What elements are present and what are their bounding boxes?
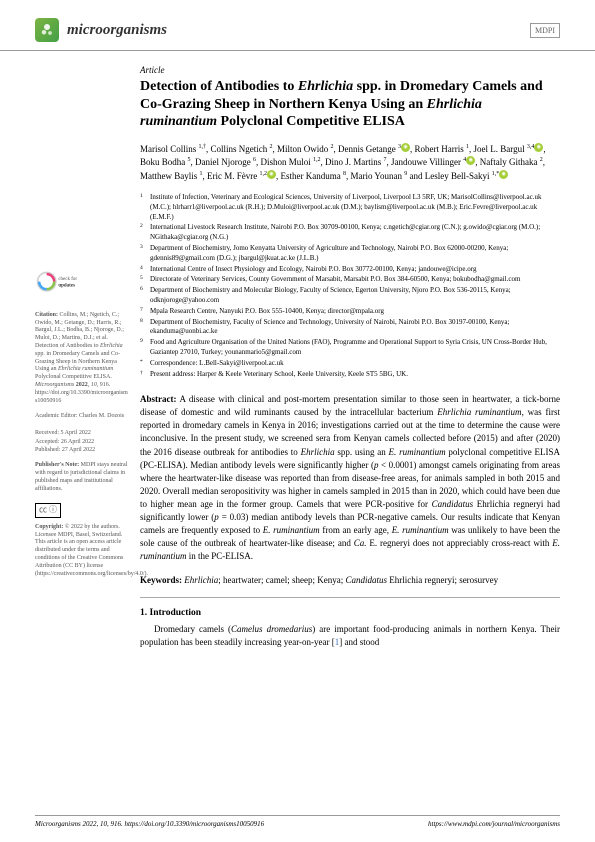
keywords: Keywords: Ehrlichia; heartwater; camel; … [140,575,560,598]
copyright-block: Copyright: © 2022 by the authors. Licens… [35,524,130,579]
editor-line: Academic Editor: Charles M. Dozois [35,413,130,421]
page-content: check for updates Citation: Collins, M.;… [0,51,595,650]
affiliation-row: 9Food and Agriculture Organisation of th… [140,338,560,358]
svg-text:updates: updates [58,284,75,289]
affiliation-row: 4International Centre of Insect Physiolo… [140,265,560,275]
authors-list: Marisol Collins 1,†, Collins Ngetich 2, … [140,143,560,184]
citation-body: Collins, M.; Ngetich, C.; Owido, M.; Get… [35,312,128,404]
page-header: microorganisms MDPI [0,0,595,51]
journal-name: microorganisms [67,22,167,39]
published-date: Published: 27 April 2022 [35,446,130,454]
dates-block: Received: 5 April 2022 Accepted: 26 Apri… [35,429,130,454]
affiliation-row: 1Institute of Infection, Veterinary and … [140,193,560,222]
received-date: Received: 5 April 2022 [35,429,130,437]
citation-block: Citation: Collins, M.; Ngetich, C.; Owid… [35,312,130,406]
svg-text:check for: check for [58,277,77,282]
article-title: Detection of Antibodies to Ehrlichia spp… [140,78,560,131]
accepted-date: Accepted: 26 April 2022 [35,438,130,446]
copyright-body: © 2022 by the authors. Licensee MDPI, Ba… [35,524,148,577]
affiliation-row: 2International Livestock Research Instit… [140,223,560,243]
article-type: Article [140,65,560,75]
page-footer: Microorganisms 2022, 10, 916. https://do… [35,815,560,828]
check-updates-badge[interactable]: check for updates [35,265,130,302]
keywords-body: Ehrlichia; heartwater; camel; sheep; Ken… [182,575,498,585]
citation-label: Citation: [35,312,58,318]
affiliation-row: †Present address: Harper & Keele Veterin… [140,370,560,380]
abstract: Abstract: A disease with clinical and po… [140,393,560,563]
abstract-label: Abstract: [140,394,177,404]
affiliation-row: 7Mpala Research Centre, Nanyuki P.O. Box… [140,307,560,317]
footer-left: Microorganisms 2022, 10, 916. https://do… [35,820,264,828]
affiliation-row: 6Department of Biochemistry and Molecula… [140,286,560,306]
affiliation-row: *Correspondence: L.Bell-Sakyi@liverpool.… [140,359,560,369]
keywords-label: Keywords: [140,575,182,585]
main-column: Article Detection of Antibodies to Ehrli… [140,65,560,650]
intro-paragraph: Dromedary camels (Camelus dromedarius) a… [140,623,560,650]
copyright-label: Copyright: [35,524,63,530]
footer-right: https://www.mdpi.com/journal/microorgani… [428,820,560,828]
publisher-logo: MDPI [530,23,560,38]
affiliation-row: 3Department of Biochemistry, Jomo Kenyat… [140,244,560,264]
affiliation-row: 8Department of Biochemistry, Faculty of … [140,318,560,338]
cc-license-icon: ㏄ ⓘ [35,503,130,517]
publishers-note: Publisher's Note: MDPI stays neutral wit… [35,462,130,493]
sidebar: check for updates Citation: Collins, M.;… [35,65,140,650]
affiliation-row: 5Directorate of Veterinary Services, Cou… [140,275,560,285]
abstract-body: A disease with clinical and post-mortem … [140,394,560,561]
section-heading-introduction: 1. Introduction [140,608,560,618]
journal-logo-icon [35,18,59,42]
note-label: Publisher's Note: [35,462,79,468]
affiliations: 1Institute of Infection, Veterinary and … [140,193,560,379]
